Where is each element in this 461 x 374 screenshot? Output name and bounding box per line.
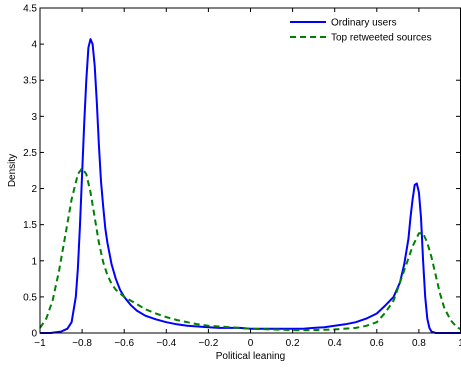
x-tick-label: 0.4 [328, 338, 342, 349]
y-tick-label: 3.5 [23, 76, 37, 87]
ticks-layer: −1 −0.8 −0.6 −0.4 −0.2 0 0.2 0.4 0.6 0.8 1 0 0.5 1 1.5… [23, 4, 461, 349]
x-tick-label: 0 [248, 338, 254, 349]
series-layer [39, 38, 461, 334]
series-line-ordinary-users [40, 38, 461, 334]
y-tick-label: 2 [31, 184, 37, 195]
x-tick-label: −0.8 [72, 338, 92, 349]
x-tick-label: 0.6 [370, 338, 384, 349]
y-tick-label: 1.5 [23, 220, 37, 231]
legend: Ordinary users Top retweeted sources [286, 12, 460, 46]
x-tick-label: −0.6 [114, 338, 134, 349]
y-tick-label: 4.5 [23, 4, 37, 15]
series-line-top-retweeted-sources [39, 167, 461, 332]
x-tick-label: −0.2 [199, 338, 219, 349]
y-tick-label: 2.5 [23, 148, 37, 159]
x-tick-label: 0.8 [412, 338, 426, 349]
x-tick-label: −1 [34, 338, 46, 349]
y-tick-label: 3 [31, 112, 37, 123]
y-tick-label: 4 [31, 40, 37, 51]
legend-label-ordinary-users: Ordinary users [331, 18, 397, 29]
legend-box [286, 12, 460, 46]
x-tick-label: −0.4 [156, 338, 176, 349]
x-axis-label: Political leaning [216, 351, 286, 362]
y-tick-label: 0.5 [23, 292, 37, 303]
y-tick-label: 1 [31, 256, 37, 267]
x-tick-label: 1 [458, 338, 461, 349]
x-tick-label: 0.2 [286, 338, 300, 349]
legend-label-top-retweeted-sources: Top retweeted sources [331, 33, 432, 44]
plot-frame [39, 7, 461, 334]
y-tick-label: 0 [31, 329, 37, 340]
y-axis-label: Density [7, 154, 18, 187]
